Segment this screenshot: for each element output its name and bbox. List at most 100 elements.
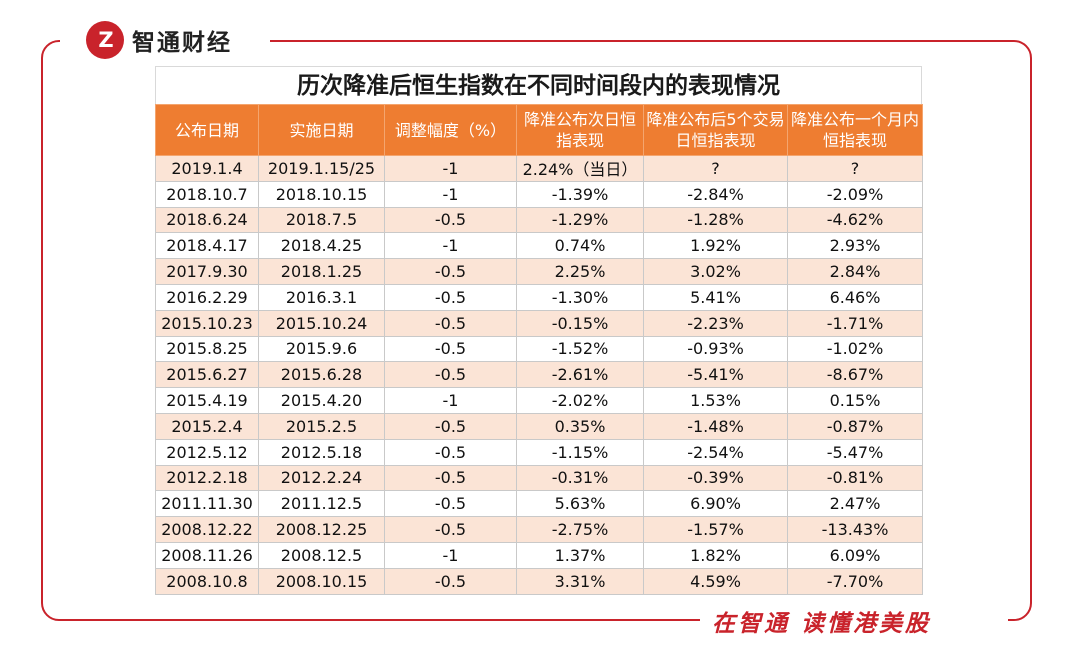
cell-next-day: -1.30%: [516, 283, 644, 311]
cell-adjustment: -0.5: [384, 412, 517, 440]
cell-next-day: -0.31%: [516, 464, 644, 492]
cell-announce-date: 2019.1.4: [155, 155, 259, 182]
cell-one-month: 2.84%: [787, 258, 923, 285]
table-row: 2017.9.30 2018.1.25 -0.5 2.25% 3.02% 2.84%: [155, 258, 923, 285]
header-5-day: 降准公布后5个交易日恒指表现: [643, 104, 788, 156]
header-adjustment: 调整幅度（%）: [384, 104, 517, 156]
cell-one-month: -0.87%: [787, 412, 923, 440]
header-announce-date: 公布日期: [155, 104, 259, 156]
cell-five-day: 5.41%: [643, 283, 788, 311]
header-effective-date: 实施日期: [258, 104, 385, 156]
cell-adjustment: -0.5: [384, 335, 517, 363]
table-header-row: 公布日期 实施日期 调整幅度（%） 降准公布次日恒指表现 降准公布后5个交易日恒…: [155, 104, 923, 156]
cell-adjustment: -0.5: [384, 438, 517, 466]
table-row: 2018.6.24 2018.7.5 -0.5 -1.29% -1.28% -4.62%: [155, 206, 923, 234]
cell-adjustment: -1: [384, 155, 517, 182]
table-row: 2018.10.7 2018.10.15 -1 -1.39% -2.84% -2.09%: [155, 180, 923, 208]
table-row: 2008.12.22 2008.12.25 -0.5 -2.75% -1.57% -13.…: [155, 516, 923, 543]
cell-one-month: 0.15%: [787, 387, 923, 414]
cell-five-day: -1.48%: [643, 412, 788, 440]
table-row: 2008.10.8 2008.10.15 -0.5 3.31% 4.59% -7.70%: [155, 567, 923, 595]
table-row: 2012.5.12 2012.5.18 -0.5 -1.15% -2.54% -5.47%: [155, 438, 923, 466]
cell-one-month: ?: [787, 155, 923, 182]
cell-five-day: 3.02%: [643, 258, 788, 285]
brand-logo: Z 智通财经: [86, 20, 232, 60]
cell-next-day: -0.15%: [516, 309, 644, 337]
frame-gap-bottom: [700, 612, 1008, 630]
cell-next-day: -2.02%: [516, 387, 644, 414]
cell-adjustment: -0.5: [384, 361, 517, 389]
table-title: 历次降准后恒生指数在不同时间段内的表现情况: [155, 66, 922, 104]
cell-effective-date: 2018.1.25: [258, 258, 385, 285]
cell-five-day: -2.84%: [643, 180, 788, 208]
logo-mark-icon: Z: [86, 21, 124, 59]
cell-adjustment: -0.5: [384, 258, 517, 285]
cell-five-day: 1.53%: [643, 387, 788, 414]
cell-one-month: -1.71%: [787, 309, 923, 337]
cell-effective-date: 2008.12.25: [258, 516, 385, 543]
cell-effective-date: 2012.5.18: [258, 438, 385, 466]
cell-one-month: -1.02%: [787, 335, 923, 363]
cell-announce-date: 2015.8.25: [155, 335, 259, 363]
cell-announce-date: 2015.10.23: [155, 309, 259, 337]
cell-next-day: 5.63%: [516, 490, 644, 518]
cell-one-month: -2.09%: [787, 180, 923, 208]
cell-adjustment: -0.5: [384, 309, 517, 337]
cell-effective-date: 2018.7.5: [258, 206, 385, 234]
cell-announce-date: 2017.9.30: [155, 258, 259, 285]
cell-effective-date: 2015.4.20: [258, 387, 385, 414]
cell-announce-date: 2008.10.8: [155, 567, 259, 595]
table-row: 2015.10.23 2015.10.24 -0.5 -0.15% -2.23% -1.7…: [155, 309, 923, 337]
table-row: 2015.6.27 2015.6.28 -0.5 -2.61% -5.41% -8.67%: [155, 361, 923, 389]
cell-one-month: -4.62%: [787, 206, 923, 234]
cell-adjustment: -0.5: [384, 464, 517, 492]
cell-effective-date: 2008.10.15: [258, 567, 385, 595]
cell-effective-date: 2019.1.15/25: [258, 155, 385, 182]
cell-adjustment: -0.5: [384, 516, 517, 543]
cell-announce-date: 2012.2.18: [155, 464, 259, 492]
cell-announce-date: 2015.2.4: [155, 412, 259, 440]
cell-next-day: -1.39%: [516, 180, 644, 208]
cell-five-day: -1.57%: [643, 516, 788, 543]
cell-effective-date: 2008.12.5: [258, 541, 385, 569]
cell-one-month: -13.43%: [787, 516, 923, 543]
cell-one-month: 6.46%: [787, 283, 923, 311]
table-row: 2015.4.19 2015.4.20 -1 -2.02% 1.53% 0.15%: [155, 387, 923, 414]
cell-announce-date: 2008.12.22: [155, 516, 259, 543]
cell-one-month: 2.93%: [787, 232, 923, 260]
performance-table-container: 历次降准后恒生指数在不同时间段内的表现情况 公布日期 实施日期 调整幅度（%） …: [155, 66, 923, 595]
cell-five-day: -0.93%: [643, 335, 788, 363]
cell-next-day: -1.29%: [516, 206, 644, 234]
cell-adjustment: -1: [384, 180, 517, 208]
cell-five-day: 4.59%: [643, 567, 788, 595]
table-row: 2018.4.17 2018.4.25 -1 0.74% 1.92% 2.93%: [155, 232, 923, 260]
cell-adjustment: -1: [384, 232, 517, 260]
table-row: 2015.8.25 2015.9.6 -0.5 -1.52% -0.93% -1.02%: [155, 335, 923, 363]
cell-one-month: -0.81%: [787, 464, 923, 492]
cell-adjustment: -1: [384, 387, 517, 414]
cell-announce-date: 2016.2.29: [155, 283, 259, 311]
table-body: 2019.1.4 2019.1.15/25 -1 2.24%（当日）?? 2018.10…: [155, 155, 923, 595]
cell-five-day: -1.28%: [643, 206, 788, 234]
cell-effective-date: 2016.3.1: [258, 283, 385, 311]
cell-announce-date: 2018.6.24: [155, 206, 259, 234]
cell-five-day: ?: [643, 155, 788, 182]
cell-next-day: -1.15%: [516, 438, 644, 466]
red-frame: [41, 40, 1032, 621]
cell-next-day: 3.31%: [516, 567, 644, 595]
performance-table: 公布日期 实施日期 调整幅度（%） 降准公布次日恒指表现 降准公布后5个交易日恒…: [155, 104, 923, 595]
cell-next-day: 1.37%: [516, 541, 644, 569]
header-1-month: 降准公布一个月内恒指表现: [787, 104, 923, 156]
cell-one-month: -5.47%: [787, 438, 923, 466]
table-row: 2019.1.4 2019.1.15/25 -1 2.24%（当日）??: [155, 155, 923, 182]
cell-effective-date: 2015.9.6: [258, 335, 385, 363]
cell-next-day: -2.61%: [516, 361, 644, 389]
cell-effective-date: 2015.10.24: [258, 309, 385, 337]
cell-five-day: 1.92%: [643, 232, 788, 260]
cell-five-day: 6.90%: [643, 490, 788, 518]
cell-adjustment: -0.5: [384, 490, 517, 518]
cell-next-day: -1.52%: [516, 335, 644, 363]
cell-announce-date: 2015.4.19: [155, 387, 259, 414]
cell-adjustment: -1: [384, 541, 517, 569]
